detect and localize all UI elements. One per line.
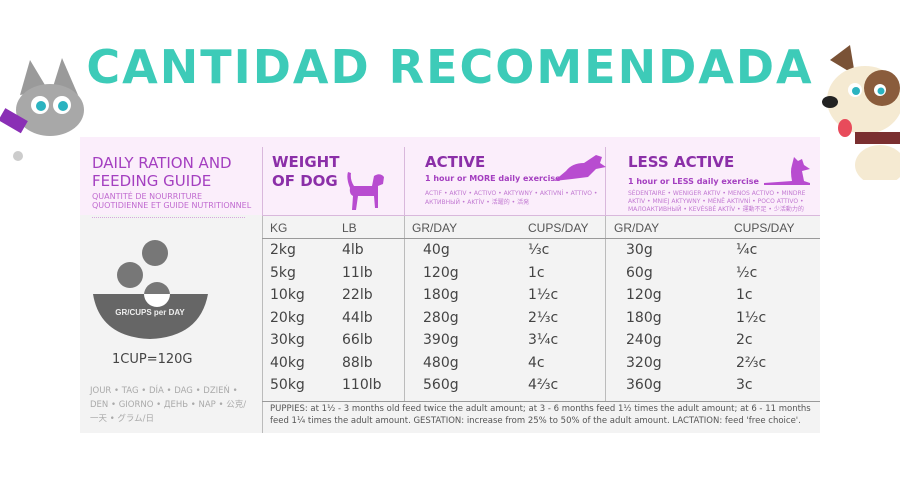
- table-cell-a-cups: 3¼c: [528, 332, 559, 348]
- col-active-gr: GR/DAY: [412, 221, 458, 235]
- cup-equivalence: 1CUP=120G: [112, 352, 193, 367]
- weight-title-line1: WEIGHT: [272, 153, 340, 171]
- table-cell-l-cups: 1½c: [736, 309, 767, 326]
- table-cell-l-gr: 320g: [626, 354, 662, 371]
- table-cell-a-gr: 480g: [423, 354, 459, 371]
- table-cell-a-gr: 390g: [423, 332, 459, 348]
- table-cell-a-cups: 4⅔c: [528, 377, 559, 393]
- table-cell-a-gr: 560g: [423, 377, 459, 393]
- table-cell-kg: 5kg: [270, 264, 296, 281]
- table-cell-l-cups: ½c: [736, 264, 758, 281]
- header-band: [80, 137, 820, 215]
- table-cell-kg: 2kg: [270, 242, 296, 258]
- bowl-label: GR/CUPS per DAY: [115, 308, 185, 317]
- active-translations: ACTIF • AKTIV • ACTIVO • AKTYWNY • AKTIV…: [425, 190, 598, 206]
- col-less-gr: GR/DAY: [614, 221, 660, 235]
- col-lb: LB: [342, 221, 357, 235]
- table-cell-lb: 22lb: [342, 287, 373, 303]
- table-cell-a-gr: 40g: [423, 242, 450, 258]
- active-subtitle: 1 hour or MORE daily exercise: [425, 174, 561, 183]
- table-cell-l-gr: 120g: [626, 287, 662, 303]
- table-cell-kg: 50kg: [270, 377, 305, 393]
- table-cell-a-gr: 280g: [423, 309, 459, 326]
- weight-title-line2: OF DOG: [272, 172, 338, 190]
- table-cell-l-cups: 2⅔c: [736, 354, 767, 371]
- table-cell-lb: 11lb: [342, 264, 373, 281]
- table-cell-lb: 44lb: [342, 309, 373, 326]
- table-cell-a-cups: 2⅓c: [528, 309, 559, 326]
- guide-subtitle-line2: QUOTIDIENNE ET GUIDE NUTRITIONNEL: [92, 201, 252, 210]
- guide-title-line2: FEEDING GUIDE: [92, 172, 212, 190]
- col-less-cups: CUPS/DAY: [734, 221, 795, 235]
- footnote: PUPPIES: at 1½ - 3 months old feed twice…: [270, 404, 811, 426]
- table-cell-kg: 30kg: [270, 332, 305, 348]
- col-kg: KG: [270, 221, 288, 235]
- table-cell-lb: 110lb: [342, 377, 382, 393]
- table-cell-kg: 20kg: [270, 309, 305, 326]
- table-cell-lb: 88lb: [342, 354, 373, 371]
- table-cell-l-cups: 2c: [736, 332, 753, 348]
- table-cell-a-cups: 1½c: [528, 287, 559, 303]
- table-cell-lb: 66lb: [342, 332, 373, 348]
- beagle-silhouette-icon: [347, 172, 384, 210]
- food-bowl-icon: GR/CUPS per DAY: [93, 240, 208, 339]
- col-active-cups: CUPS/DAY: [528, 221, 589, 235]
- table-cell-l-gr: 360g: [626, 377, 662, 393]
- table-cell-l-gr: 30g: [626, 242, 653, 258]
- running-dog-icon: [554, 155, 606, 181]
- table-cell-lb: 4lb: [342, 242, 364, 258]
- page-title: CANTIDAD RECOMENDADA: [86, 40, 814, 94]
- day-translations: JOUR • TAG • DÍA • DAG • DZIEŃ • DEN • G…: [90, 386, 247, 424]
- dog-mascot-icon: [822, 45, 900, 180]
- table-cell-a-gr: 120g: [423, 264, 459, 281]
- table-cell-l-gr: 240g: [626, 332, 662, 348]
- table-cell-kg: 40kg: [270, 354, 305, 371]
- less-active-translations: SÉDENTAIRE • WENIGER AKTIV • MENOS ACTIV…: [628, 190, 806, 213]
- lying-dog-icon: [764, 157, 810, 185]
- guide-subtitle-line1: QUANTITÉ DE NOURRITURE: [92, 192, 203, 201]
- active-title: ACTIVE: [425, 153, 486, 171]
- table-cell-l-cups: 3c: [736, 377, 753, 393]
- table-cell-l-gr: 60g: [626, 264, 653, 281]
- guide-title-line1: DAILY RATION AND: [92, 154, 232, 172]
- divider: [92, 217, 245, 218]
- table-cell-l-cups: 1c: [736, 287, 753, 303]
- table-cell-a-cups: 1c: [528, 264, 545, 281]
- cat-mascot-icon: [0, 58, 84, 161]
- table-cell-a-cups: ⅓c: [528, 242, 550, 258]
- table-cell-a-cups: 4c: [528, 354, 545, 371]
- less-active-title: LESS ACTIVE: [628, 153, 735, 171]
- table-cell-l-gr: 180g: [626, 309, 662, 326]
- table-cell-l-cups: ¼c: [736, 242, 758, 258]
- table-cell-a-gr: 180g: [423, 287, 459, 303]
- less-active-subtitle: 1 hour or LESS daily exercise: [628, 177, 759, 186]
- feeding-guide-card: DAILY RATION AND FEEDING GUIDE QUANTITÉ …: [80, 137, 820, 433]
- table-cell-kg: 10kg: [270, 287, 305, 303]
